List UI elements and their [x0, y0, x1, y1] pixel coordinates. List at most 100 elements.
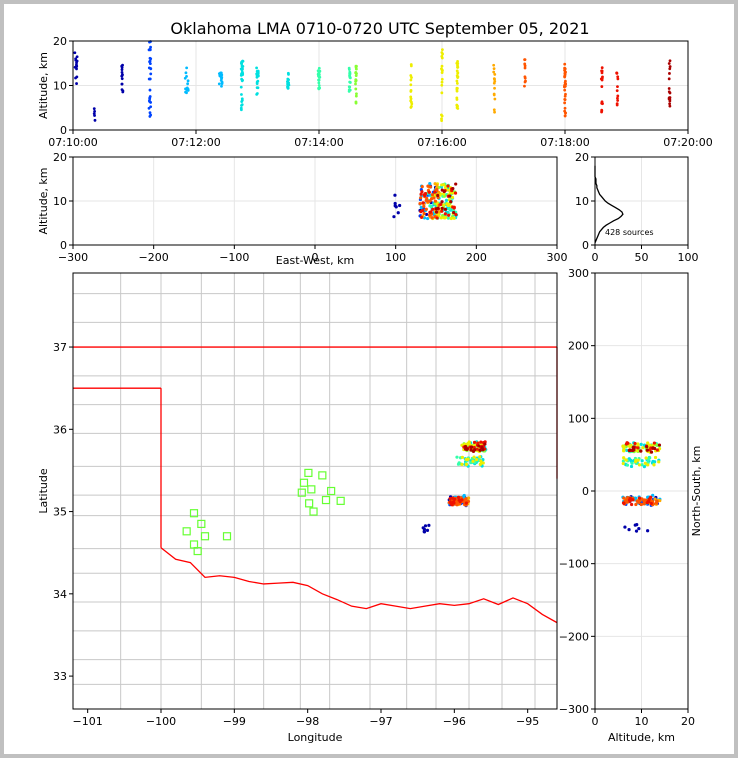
source-point	[616, 75, 620, 79]
source-point	[451, 186, 455, 191]
source-point	[148, 111, 152, 115]
x-tick-label: −300	[58, 251, 88, 264]
source-point	[637, 463, 642, 467]
source-point	[563, 68, 566, 72]
source-point	[148, 100, 152, 104]
source-point	[255, 92, 259, 95]
source-point	[452, 210, 456, 215]
source-point	[75, 82, 78, 85]
source-point	[493, 72, 497, 76]
source-point	[73, 65, 77, 69]
axes-frame	[594, 272, 689, 710]
source-point	[440, 67, 443, 71]
source-point	[616, 77, 620, 81]
source-point	[147, 77, 151, 81]
source-point	[393, 193, 397, 197]
source-point	[616, 99, 620, 102]
source-point	[392, 215, 396, 219]
y-tick-label: 34	[53, 588, 67, 601]
source-point	[420, 190, 424, 194]
y-tick-label: 100	[568, 412, 589, 425]
source-point	[627, 528, 631, 532]
source-point	[563, 106, 567, 110]
source-point	[645, 445, 649, 449]
source-point	[475, 447, 479, 451]
lma-station	[197, 519, 206, 529]
source-point	[428, 199, 432, 203]
source-point	[219, 73, 222, 76]
source-point	[634, 529, 639, 533]
source-point	[622, 445, 626, 449]
source-point	[667, 62, 671, 65]
source-point	[600, 85, 604, 88]
source-point	[637, 496, 642, 500]
source-point	[523, 58, 527, 62]
source-point	[646, 463, 650, 467]
source-point	[75, 63, 78, 67]
y-tick-label: 10	[53, 195, 67, 208]
source-point	[355, 92, 358, 96]
source-point	[439, 216, 443, 220]
source-point	[427, 213, 432, 217]
x-tick-label: −99	[223, 715, 246, 728]
source-point	[186, 82, 190, 86]
source-point	[256, 79, 260, 83]
source-point	[348, 72, 352, 76]
source-point	[421, 526, 425, 530]
source-point	[354, 100, 358, 104]
source-point	[563, 71, 567, 75]
lma-station	[193, 546, 202, 556]
source-point	[286, 86, 290, 90]
x-tick-label: −100	[219, 251, 249, 264]
source-point	[430, 216, 434, 220]
source-point	[455, 74, 459, 78]
source-point	[317, 78, 320, 82]
source-point	[456, 495, 461, 499]
source-point	[425, 528, 430, 532]
lma-station	[299, 478, 309, 487]
source-point	[479, 440, 483, 444]
source-point	[433, 190, 437, 194]
y-axis-label: Altitude, km	[37, 52, 50, 119]
y-tick-label: 36	[53, 423, 67, 436]
source-point	[396, 211, 400, 215]
source-point	[630, 461, 634, 465]
y-tick-label: 0	[582, 239, 589, 252]
source-point	[615, 103, 619, 107]
source-point	[440, 183, 444, 187]
source-point	[149, 45, 152, 49]
source-point	[93, 114, 96, 117]
x-tick-label: 0	[592, 715, 599, 728]
source-point	[466, 499, 471, 504]
source-point	[493, 97, 497, 101]
source-point	[492, 77, 496, 81]
source-point	[436, 193, 440, 198]
source-point	[634, 458, 638, 462]
source-point	[75, 75, 79, 79]
source-point	[393, 201, 397, 206]
axes-frame	[72, 272, 558, 710]
source-point	[421, 208, 425, 212]
source-point	[643, 461, 647, 465]
source-point	[457, 461, 461, 465]
source-point	[648, 448, 652, 452]
source-point	[492, 70, 496, 74]
source-point	[148, 97, 152, 101]
y-tick-label: 0	[60, 124, 67, 137]
lma-station	[182, 527, 191, 536]
source-point	[240, 103, 244, 107]
source-point	[465, 447, 469, 452]
source-point	[185, 75, 188, 78]
source-point	[655, 448, 659, 452]
source-point	[435, 187, 439, 192]
source-point	[423, 524, 428, 528]
source-point	[616, 85, 619, 89]
source-point	[430, 193, 435, 197]
x-tick-label: 200	[466, 251, 487, 264]
lma-station	[222, 532, 232, 541]
source-point	[440, 83, 444, 87]
source-point	[440, 55, 444, 58]
source-point	[452, 205, 456, 209]
source-point	[472, 440, 477, 444]
source-point	[450, 195, 455, 200]
